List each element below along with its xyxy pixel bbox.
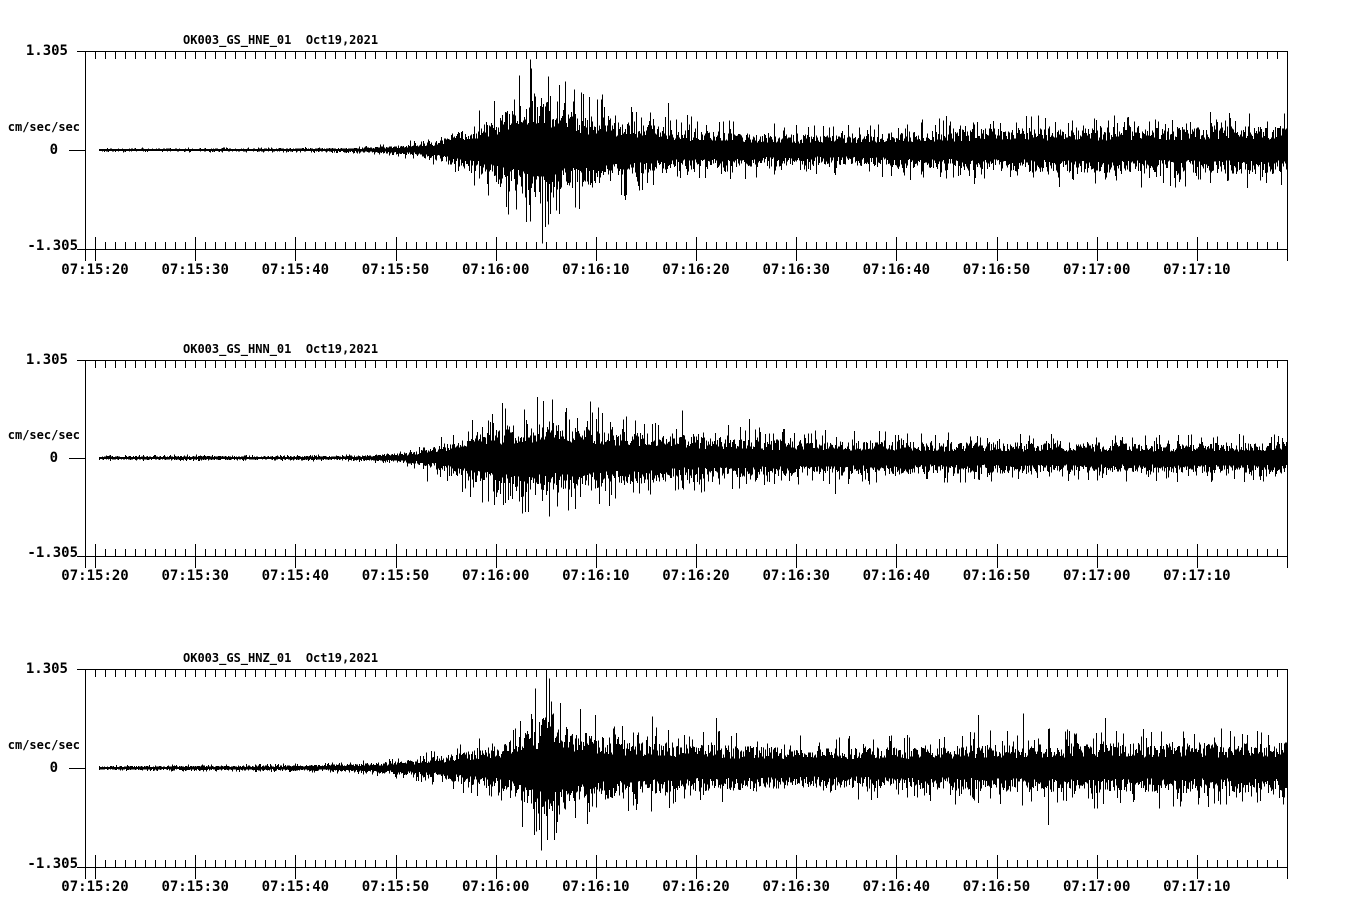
y-tick-label-zero: 0 [49, 760, 58, 776]
x-axis-labels-hnn: 07:15:20 07:15:30 07:15:40 07:15:50 07:16:00… [0, 569, 1358, 585]
x-tick-label: 07:15:20 [61, 262, 129, 278]
x-tick-label: 07:16:50 [962, 262, 1031, 278]
y-tick-label-min: -1.305 [27, 856, 78, 872]
x-tick-label: 07:16:30 [762, 879, 830, 895]
x-tick-label: 07:16:40 [862, 262, 931, 278]
x-tick-label: 07:17:10 [1163, 879, 1231, 895]
x-axis-labels-hnz: 07:15:20 07:15:30 07:15:40 07:15:50 07:16:00… [0, 880, 1358, 896]
x-tick-label: 07:16:50 [962, 879, 1031, 895]
x-tick-label: 07:16:40 [862, 879, 931, 895]
y-axis-unit-label: cm/sec/sec [7, 428, 80, 442]
x-tick-label: 07:16:40 [862, 568, 931, 584]
waveform-hnz [99, 670, 1287, 851]
x-tick-label: 07:15:20 [61, 879, 129, 895]
x-tick-label: 07:15:50 [361, 568, 430, 584]
x-tick-label: 07:15:40 [261, 879, 330, 895]
x-axis-labels-hne: 07:15:20 07:15:30 07:15:40 07:15:50 07:16:00… [0, 263, 1358, 279]
x-tick-label: 07:16:30 [762, 568, 830, 584]
panel-title-hne: OK003_GS_HNE_01 Oct19,2021 [183, 33, 379, 47]
y-axis-unit-label: cm/sec/sec [7, 120, 80, 134]
axis-ticks-hne [69, 51, 1278, 261]
panel-title-hnn: OK003_GS_HNN_01 Oct19,2021 [183, 342, 379, 356]
y-axis-unit-label: cm/sec/sec [7, 738, 80, 752]
x-tick-label: 07:16:00 [461, 568, 530, 584]
x-tick-label: 07:15:20 [61, 568, 129, 584]
x-tick-label: 07:16:00 [461, 262, 530, 278]
axis-ticks-hnz [69, 669, 1278, 879]
x-tick-label: 07:15:40 [261, 262, 330, 278]
axis-ticks-hnn [69, 360, 1278, 568]
x-tick-label: 07:15:30 [161, 262, 229, 278]
x-tick-label: 07:15:50 [361, 879, 430, 895]
y-tick-label-max: 1.305 [25, 352, 68, 368]
x-tick-label: 07:16:20 [662, 879, 730, 895]
x-tick-label: 07:17:10 [1163, 262, 1231, 278]
x-tick-label: 07:17:00 [1062, 568, 1131, 584]
x-tick-label: 07:16:10 [562, 568, 630, 584]
x-tick-label: 07:17:10 [1163, 568, 1231, 584]
panel-title-hnz: OK003_GS_HNZ_01 Oct19,2021 [183, 651, 379, 665]
x-tick-label: 07:16:10 [562, 262, 630, 278]
x-tick-label: 07:15:30 [161, 568, 229, 584]
x-tick-label: 07:16:20 [662, 262, 730, 278]
x-tick-label: 07:15:50 [361, 262, 430, 278]
x-tick-label: 07:16:00 [461, 879, 530, 895]
y-tick-label-max: 1.305 [25, 43, 68, 59]
y-tick-label-min: -1.305 [27, 545, 78, 561]
x-tick-label: 07:17:00 [1062, 879, 1131, 895]
x-tick-label: 07:17:00 [1062, 262, 1131, 278]
x-tick-label: 07:16:50 [962, 568, 1031, 584]
y-tick-label-zero: 0 [49, 450, 58, 466]
y-tick-label-min: -1.305 [27, 238, 78, 254]
plot-frame-hnz [85, 669, 1288, 879]
plot-frame-hnn [85, 360, 1288, 568]
x-tick-label: 07:16:10 [562, 879, 630, 895]
x-tick-label: 07:15:30 [161, 879, 229, 895]
waveform-hnn [99, 397, 1287, 517]
plot-frame-hne [85, 51, 1288, 261]
x-tick-label: 07:16:30 [762, 262, 830, 278]
y-tick-label-max: 1.305 [25, 661, 68, 677]
waveform-hne [99, 59, 1287, 244]
x-tick-label: 07:16:20 [662, 568, 730, 584]
y-tick-label-zero: 0 [49, 142, 58, 158]
x-tick-label: 07:15:40 [261, 568, 330, 584]
